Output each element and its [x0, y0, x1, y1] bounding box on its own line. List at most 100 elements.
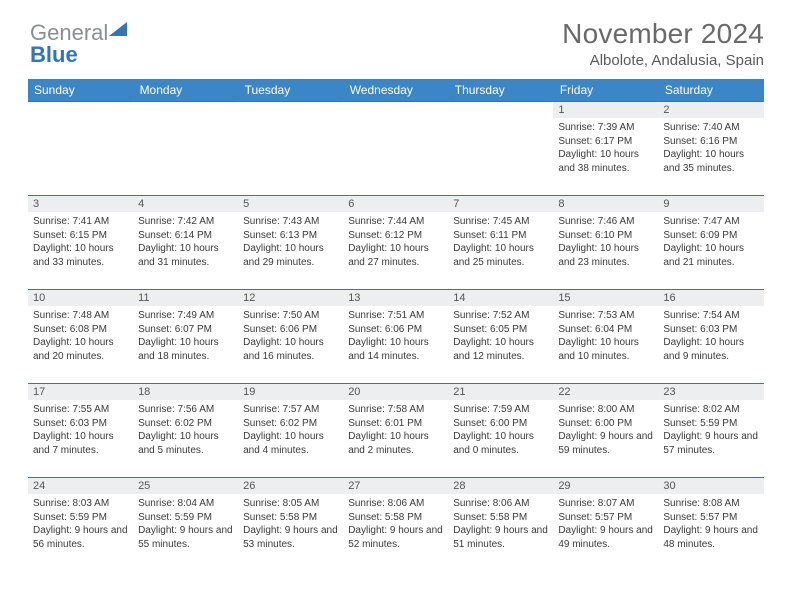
day-number: 19: [238, 384, 343, 400]
calendar-day-cell: [448, 102, 553, 196]
month-title: November 2024: [28, 18, 764, 50]
day-number: 24: [28, 478, 133, 494]
triangle-icon: [109, 22, 127, 36]
day-details: Sunrise: 7:59 AMSunset: 6:00 PMDaylight:…: [448, 400, 553, 461]
calendar-day-cell: 4Sunrise: 7:42 AMSunset: 6:14 PMDaylight…: [133, 196, 238, 290]
day-details: [343, 106, 448, 113]
calendar-week-row: 1Sunrise: 7:39 AMSunset: 6:17 PMDaylight…: [28, 102, 764, 196]
day-details: Sunrise: 7:42 AMSunset: 6:14 PMDaylight:…: [133, 212, 238, 273]
calendar-day-cell: 30Sunrise: 8:08 AMSunset: 5:57 PMDayligh…: [658, 478, 763, 572]
weekday-header: Tuesday: [238, 79, 343, 102]
day-details: Sunrise: 7:50 AMSunset: 6:06 PMDaylight:…: [238, 306, 343, 367]
day-details: Sunrise: 8:07 AMSunset: 5:57 PMDaylight:…: [553, 494, 658, 555]
day-details: Sunrise: 8:04 AMSunset: 5:59 PMDaylight:…: [133, 494, 238, 555]
day-details: [28, 106, 133, 113]
day-number: 23: [658, 384, 763, 400]
day-details: Sunrise: 7:41 AMSunset: 6:15 PMDaylight:…: [28, 212, 133, 273]
calendar-day-cell: 23Sunrise: 8:02 AMSunset: 5:59 PMDayligh…: [658, 384, 763, 478]
calendar-day-cell: [28, 102, 133, 196]
day-details: [238, 106, 343, 113]
calendar-day-cell: 14Sunrise: 7:52 AMSunset: 6:05 PMDayligh…: [448, 290, 553, 384]
day-number: 12: [238, 290, 343, 306]
day-number: 3: [28, 196, 133, 212]
calendar-day-cell: 21Sunrise: 7:59 AMSunset: 6:00 PMDayligh…: [448, 384, 553, 478]
day-details: [448, 106, 553, 113]
weekday-header: Thursday: [448, 79, 553, 102]
day-details: Sunrise: 7:49 AMSunset: 6:07 PMDaylight:…: [133, 306, 238, 367]
calendar-day-cell: 12Sunrise: 7:50 AMSunset: 6:06 PMDayligh…: [238, 290, 343, 384]
weekday-header: Sunday: [28, 79, 133, 102]
calendar-day-cell: 3Sunrise: 7:41 AMSunset: 6:15 PMDaylight…: [28, 196, 133, 290]
day-details: Sunrise: 7:44 AMSunset: 6:12 PMDaylight:…: [343, 212, 448, 273]
calendar-day-cell: 27Sunrise: 8:06 AMSunset: 5:58 PMDayligh…: [343, 478, 448, 572]
day-number: 28: [448, 478, 553, 494]
calendar-day-cell: 16Sunrise: 7:54 AMSunset: 6:03 PMDayligh…: [658, 290, 763, 384]
day-number: 8: [553, 196, 658, 212]
calendar-week-row: 24Sunrise: 8:03 AMSunset: 5:59 PMDayligh…: [28, 478, 764, 572]
calendar-day-cell: 5Sunrise: 7:43 AMSunset: 6:13 PMDaylight…: [238, 196, 343, 290]
day-number: 20: [343, 384, 448, 400]
day-number: 17: [28, 384, 133, 400]
day-details: Sunrise: 8:06 AMSunset: 5:58 PMDaylight:…: [343, 494, 448, 555]
day-details: Sunrise: 7:58 AMSunset: 6:01 PMDaylight:…: [343, 400, 448, 461]
day-details: Sunrise: 7:39 AMSunset: 6:17 PMDaylight:…: [553, 118, 658, 179]
day-details: Sunrise: 8:08 AMSunset: 5:57 PMDaylight:…: [658, 494, 763, 555]
calendar-day-cell: 7Sunrise: 7:45 AMSunset: 6:11 PMDaylight…: [448, 196, 553, 290]
weekday-header: Wednesday: [343, 79, 448, 102]
calendar-day-cell: 9Sunrise: 7:47 AMSunset: 6:09 PMDaylight…: [658, 196, 763, 290]
calendar-day-cell: 28Sunrise: 8:06 AMSunset: 5:58 PMDayligh…: [448, 478, 553, 572]
day-number: 5: [238, 196, 343, 212]
calendar-day-cell: 10Sunrise: 7:48 AMSunset: 6:08 PMDayligh…: [28, 290, 133, 384]
day-details: [133, 106, 238, 113]
calendar-day-cell: 18Sunrise: 7:56 AMSunset: 6:02 PMDayligh…: [133, 384, 238, 478]
calendar-week-row: 17Sunrise: 7:55 AMSunset: 6:03 PMDayligh…: [28, 384, 764, 478]
calendar-day-cell: 15Sunrise: 7:53 AMSunset: 6:04 PMDayligh…: [553, 290, 658, 384]
day-details: Sunrise: 7:53 AMSunset: 6:04 PMDaylight:…: [553, 306, 658, 367]
day-number: 13: [343, 290, 448, 306]
day-details: Sunrise: 8:05 AMSunset: 5:58 PMDaylight:…: [238, 494, 343, 555]
day-number: 14: [448, 290, 553, 306]
day-details: Sunrise: 8:02 AMSunset: 5:59 PMDaylight:…: [658, 400, 763, 461]
calendar-day-cell: 6Sunrise: 7:44 AMSunset: 6:12 PMDaylight…: [343, 196, 448, 290]
day-number: 9: [658, 196, 763, 212]
weekday-header: Monday: [133, 79, 238, 102]
day-number: 26: [238, 478, 343, 494]
day-number: 25: [133, 478, 238, 494]
day-details: Sunrise: 7:56 AMSunset: 6:02 PMDaylight:…: [133, 400, 238, 461]
day-number: 11: [133, 290, 238, 306]
weekday-header-row: SundayMondayTuesdayWednesdayThursdayFrid…: [28, 79, 764, 102]
day-details: Sunrise: 8:00 AMSunset: 6:00 PMDaylight:…: [553, 400, 658, 461]
day-number: 21: [448, 384, 553, 400]
calendar-day-cell: 13Sunrise: 7:51 AMSunset: 6:06 PMDayligh…: [343, 290, 448, 384]
calendar-day-cell: 2Sunrise: 7:40 AMSunset: 6:16 PMDaylight…: [658, 102, 763, 196]
weekday-header: Saturday: [658, 79, 763, 102]
day-details: Sunrise: 8:06 AMSunset: 5:58 PMDaylight:…: [448, 494, 553, 555]
day-number: 30: [658, 478, 763, 494]
day-number: 27: [343, 478, 448, 494]
day-details: Sunrise: 7:51 AMSunset: 6:06 PMDaylight:…: [343, 306, 448, 367]
day-number: 6: [343, 196, 448, 212]
calendar-day-cell: 29Sunrise: 8:07 AMSunset: 5:57 PMDayligh…: [553, 478, 658, 572]
calendar-day-cell: [343, 102, 448, 196]
calendar-week-row: 10Sunrise: 7:48 AMSunset: 6:08 PMDayligh…: [28, 290, 764, 384]
weekday-header: Friday: [553, 79, 658, 102]
calendar-day-cell: 8Sunrise: 7:46 AMSunset: 6:10 PMDaylight…: [553, 196, 658, 290]
day-number: 22: [553, 384, 658, 400]
day-number: 1: [553, 102, 658, 118]
day-number: 7: [448, 196, 553, 212]
day-number: 4: [133, 196, 238, 212]
day-details: Sunrise: 7:52 AMSunset: 6:05 PMDaylight:…: [448, 306, 553, 367]
calendar-day-cell: 1Sunrise: 7:39 AMSunset: 6:17 PMDaylight…: [553, 102, 658, 196]
day-details: Sunrise: 7:57 AMSunset: 6:02 PMDaylight:…: [238, 400, 343, 461]
calendar-day-cell: [133, 102, 238, 196]
day-details: Sunrise: 7:54 AMSunset: 6:03 PMDaylight:…: [658, 306, 763, 367]
calendar-day-cell: 17Sunrise: 7:55 AMSunset: 6:03 PMDayligh…: [28, 384, 133, 478]
page-header: November 2024 Albolote, Andalusia, Spain: [28, 18, 764, 69]
calendar-table: SundayMondayTuesdayWednesdayThursdayFrid…: [28, 79, 764, 572]
calendar-week-row: 3Sunrise: 7:41 AMSunset: 6:15 PMDaylight…: [28, 196, 764, 290]
day-number: 18: [133, 384, 238, 400]
day-details: Sunrise: 7:46 AMSunset: 6:10 PMDaylight:…: [553, 212, 658, 273]
location-label: Albolote, Andalusia, Spain: [28, 52, 764, 69]
calendar-day-cell: [238, 102, 343, 196]
day-number: 2: [658, 102, 763, 118]
